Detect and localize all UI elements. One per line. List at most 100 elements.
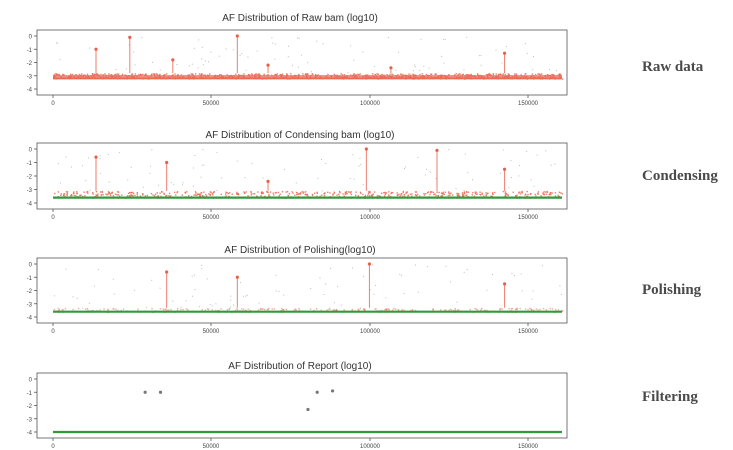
af-point xyxy=(552,74,554,76)
af-point xyxy=(403,194,406,196)
noise-point xyxy=(340,304,342,306)
af-point xyxy=(268,193,270,196)
af-point xyxy=(533,309,535,311)
y-tick-label: -1 xyxy=(27,48,33,54)
af-point xyxy=(315,308,318,310)
af-point xyxy=(340,73,342,75)
noise-point xyxy=(464,153,466,155)
af-point xyxy=(268,195,270,197)
af-point xyxy=(476,309,479,311)
noise-point xyxy=(466,36,468,38)
af-point xyxy=(479,191,481,193)
af-point xyxy=(263,73,265,75)
af-point xyxy=(558,191,561,193)
af-point xyxy=(99,309,101,311)
af-point xyxy=(79,194,81,197)
af-point xyxy=(323,194,326,197)
noise-point xyxy=(321,190,323,192)
af-point xyxy=(207,308,210,311)
af-point xyxy=(131,191,134,194)
af-point xyxy=(281,191,284,193)
af-point xyxy=(295,309,297,311)
af-point xyxy=(475,193,478,195)
af-point xyxy=(250,192,252,194)
noise-point xyxy=(200,176,202,178)
af-point xyxy=(99,191,102,193)
af-point xyxy=(385,308,388,311)
af-point xyxy=(551,308,554,310)
af-point xyxy=(507,73,509,75)
af-point xyxy=(129,191,131,194)
noise-point xyxy=(531,298,533,300)
stage-label-polishing: Polishing xyxy=(642,282,702,298)
af-point xyxy=(86,308,89,310)
af-point xyxy=(194,191,197,193)
af-point xyxy=(187,195,190,197)
af-point xyxy=(151,307,153,310)
af-point xyxy=(344,193,346,195)
af-point xyxy=(364,194,367,197)
af-point xyxy=(454,309,456,312)
noise-point xyxy=(142,186,144,188)
noise-point xyxy=(387,37,389,39)
noise-point xyxy=(211,305,213,307)
af-point xyxy=(327,308,329,311)
af-point xyxy=(226,74,228,76)
af-point xyxy=(142,73,144,76)
af-point xyxy=(235,34,239,38)
af-point xyxy=(492,73,495,76)
noise-point xyxy=(362,51,364,53)
af-point xyxy=(213,191,215,193)
noise-point xyxy=(414,264,416,266)
af-point xyxy=(463,192,465,194)
af-point xyxy=(383,309,386,312)
y-tick-label: -1 xyxy=(27,161,33,167)
af-point xyxy=(121,73,124,76)
af-point xyxy=(311,193,314,196)
af-point xyxy=(423,192,425,195)
af-point xyxy=(448,192,450,194)
af-point xyxy=(250,194,252,196)
af-point xyxy=(97,73,99,76)
af-point xyxy=(341,74,344,76)
af-point xyxy=(273,308,276,310)
af-point xyxy=(435,148,439,152)
af-point xyxy=(164,308,166,311)
af-point xyxy=(473,195,476,197)
plot-frame xyxy=(36,372,568,439)
y-tick-label: -1 xyxy=(27,276,33,282)
af-point xyxy=(391,309,394,311)
af-point xyxy=(411,309,414,311)
af-point xyxy=(249,309,251,312)
af-point xyxy=(176,191,178,194)
af-point xyxy=(63,193,65,196)
af-point xyxy=(195,194,198,196)
noise-point xyxy=(216,151,218,153)
noise-point xyxy=(158,184,160,186)
noise-point xyxy=(108,181,110,183)
af-point xyxy=(82,195,84,198)
af-point xyxy=(313,309,315,312)
af-point xyxy=(367,262,372,266)
af-point xyxy=(176,191,179,193)
af-point xyxy=(434,193,436,195)
af-point xyxy=(491,192,494,194)
af-point xyxy=(524,194,526,196)
af-point xyxy=(315,390,319,394)
af-point xyxy=(299,193,302,195)
af-point xyxy=(173,191,176,194)
af-point xyxy=(128,35,132,39)
af-point xyxy=(368,190,370,193)
af-point xyxy=(136,191,139,194)
af-point xyxy=(450,309,453,311)
af-point xyxy=(84,74,86,76)
af-point xyxy=(519,307,521,310)
af-point xyxy=(534,73,537,76)
af-point xyxy=(180,308,182,311)
noise-point xyxy=(271,37,273,39)
af-point xyxy=(343,73,346,76)
af-point xyxy=(475,191,477,193)
af-point xyxy=(73,194,76,197)
af-point xyxy=(198,73,201,75)
af-point xyxy=(438,191,440,194)
